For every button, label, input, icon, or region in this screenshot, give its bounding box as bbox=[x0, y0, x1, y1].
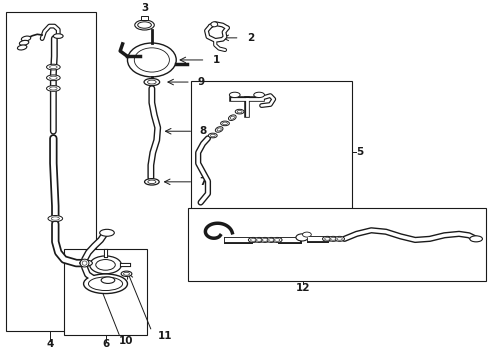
Ellipse shape bbox=[230, 116, 234, 119]
Ellipse shape bbox=[134, 48, 169, 72]
Ellipse shape bbox=[147, 80, 156, 84]
Ellipse shape bbox=[20, 40, 29, 45]
Ellipse shape bbox=[144, 179, 159, 185]
Ellipse shape bbox=[46, 75, 60, 81]
Ellipse shape bbox=[121, 271, 132, 276]
Ellipse shape bbox=[222, 122, 227, 125]
Ellipse shape bbox=[254, 238, 264, 242]
Ellipse shape bbox=[328, 237, 337, 241]
Text: 7: 7 bbox=[199, 177, 206, 187]
Ellipse shape bbox=[334, 237, 344, 241]
Ellipse shape bbox=[237, 111, 242, 113]
Text: 8: 8 bbox=[199, 126, 206, 136]
Ellipse shape bbox=[274, 239, 279, 241]
Ellipse shape bbox=[123, 272, 129, 275]
Ellipse shape bbox=[220, 121, 229, 126]
Ellipse shape bbox=[302, 232, 311, 237]
Ellipse shape bbox=[49, 87, 57, 90]
Ellipse shape bbox=[266, 238, 276, 242]
Ellipse shape bbox=[295, 234, 307, 241]
Ellipse shape bbox=[268, 239, 273, 241]
Ellipse shape bbox=[322, 237, 331, 241]
Ellipse shape bbox=[262, 239, 267, 241]
Text: 9: 9 bbox=[197, 77, 204, 87]
Ellipse shape bbox=[215, 127, 223, 132]
Ellipse shape bbox=[208, 133, 217, 138]
Ellipse shape bbox=[138, 22, 151, 28]
Ellipse shape bbox=[336, 238, 342, 240]
Ellipse shape bbox=[46, 86, 60, 91]
Text: 2: 2 bbox=[246, 33, 254, 43]
Ellipse shape bbox=[250, 239, 255, 241]
Text: 10: 10 bbox=[119, 337, 134, 346]
Bar bbox=[190, 81, 351, 220]
Ellipse shape bbox=[324, 238, 329, 240]
Ellipse shape bbox=[147, 180, 156, 184]
Text: 6: 6 bbox=[102, 339, 109, 349]
Bar bbox=[64, 249, 147, 335]
Ellipse shape bbox=[80, 259, 89, 267]
Bar bbox=[141, 16, 148, 20]
Ellipse shape bbox=[248, 238, 258, 242]
Ellipse shape bbox=[135, 20, 154, 30]
Ellipse shape bbox=[51, 217, 59, 220]
Ellipse shape bbox=[96, 260, 115, 270]
Ellipse shape bbox=[89, 256, 121, 274]
Ellipse shape bbox=[228, 115, 236, 121]
Ellipse shape bbox=[217, 128, 221, 131]
Ellipse shape bbox=[82, 261, 87, 265]
Ellipse shape bbox=[80, 260, 92, 266]
Bar bbox=[188, 208, 485, 281]
Ellipse shape bbox=[48, 216, 62, 221]
Ellipse shape bbox=[229, 92, 240, 98]
Ellipse shape bbox=[272, 238, 282, 242]
Text: 4: 4 bbox=[47, 339, 54, 349]
Ellipse shape bbox=[53, 34, 63, 39]
Text: 1: 1 bbox=[212, 55, 220, 65]
Ellipse shape bbox=[330, 238, 335, 240]
Ellipse shape bbox=[469, 236, 482, 242]
Ellipse shape bbox=[144, 78, 159, 86]
Text: 12: 12 bbox=[295, 283, 309, 293]
Ellipse shape bbox=[88, 277, 122, 291]
Ellipse shape bbox=[253, 92, 264, 98]
Ellipse shape bbox=[101, 277, 115, 283]
Ellipse shape bbox=[49, 66, 57, 69]
Ellipse shape bbox=[256, 239, 261, 241]
Text: 11: 11 bbox=[158, 331, 172, 341]
Ellipse shape bbox=[127, 43, 176, 77]
Ellipse shape bbox=[49, 76, 57, 79]
Circle shape bbox=[210, 22, 217, 27]
Bar bbox=[5, 12, 96, 331]
Text: 5: 5 bbox=[356, 147, 363, 157]
Text: 3: 3 bbox=[141, 3, 148, 13]
Ellipse shape bbox=[235, 109, 244, 114]
Ellipse shape bbox=[18, 45, 27, 50]
Ellipse shape bbox=[210, 134, 215, 137]
Ellipse shape bbox=[83, 274, 127, 293]
Ellipse shape bbox=[260, 238, 269, 242]
Ellipse shape bbox=[100, 229, 114, 236]
Ellipse shape bbox=[46, 64, 60, 70]
Ellipse shape bbox=[21, 36, 31, 41]
